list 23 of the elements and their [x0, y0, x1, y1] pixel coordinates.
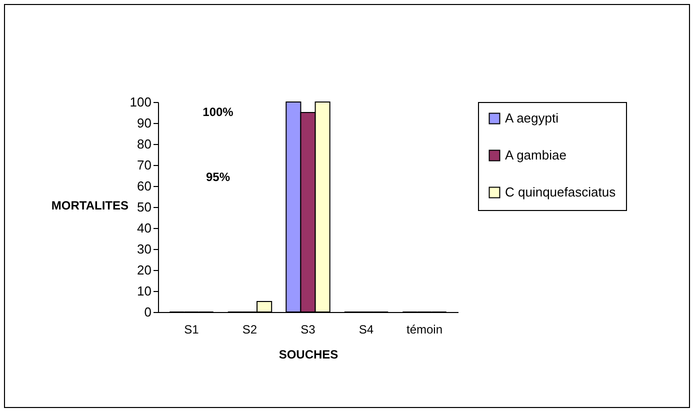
- y-tick-label: 90: [137, 116, 152, 130]
- y-tick-label: 20: [137, 262, 152, 278]
- y-tick-label: 50: [137, 200, 152, 214]
- y-tick-label: 40: [137, 220, 152, 236]
- x-tick-label: S3: [300, 322, 316, 336]
- annotation: 95%: [206, 170, 230, 184]
- x-tick-label: S4: [358, 322, 374, 336]
- y-tick-label: 70: [137, 158, 152, 172]
- y-tick-label: 80: [137, 136, 152, 152]
- y-tick-label: 60: [137, 178, 152, 194]
- x-tick-label: témoin: [406, 322, 443, 336]
- legend-label: A gambiae: [505, 148, 566, 162]
- x-tick-label: S1: [184, 322, 200, 336]
- legend-label: A aegypti: [505, 110, 559, 126]
- x-tick-label: S2: [242, 322, 258, 336]
- y-tick-label: 10: [137, 284, 152, 298]
- annotation: 100%: [202, 105, 234, 119]
- y-tick-label: 0: [144, 304, 152, 320]
- y-tick-label: 100: [130, 94, 152, 110]
- y-tick-label: 30: [137, 242, 152, 256]
- legend-label: C quinquefasciatus: [505, 184, 616, 200]
- y-axis-title: MORTALITES: [51, 198, 128, 212]
- x-axis-title: SOUCHES: [278, 348, 338, 362]
